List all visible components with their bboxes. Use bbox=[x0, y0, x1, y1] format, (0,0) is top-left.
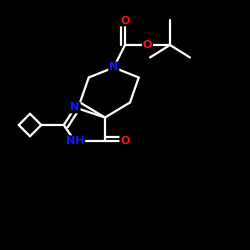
Text: O: O bbox=[143, 40, 152, 50]
Text: NH: NH bbox=[66, 136, 84, 146]
Text: N: N bbox=[109, 62, 118, 72]
Text: O: O bbox=[120, 136, 130, 146]
Text: O: O bbox=[120, 16, 130, 26]
Text: N: N bbox=[70, 102, 80, 113]
